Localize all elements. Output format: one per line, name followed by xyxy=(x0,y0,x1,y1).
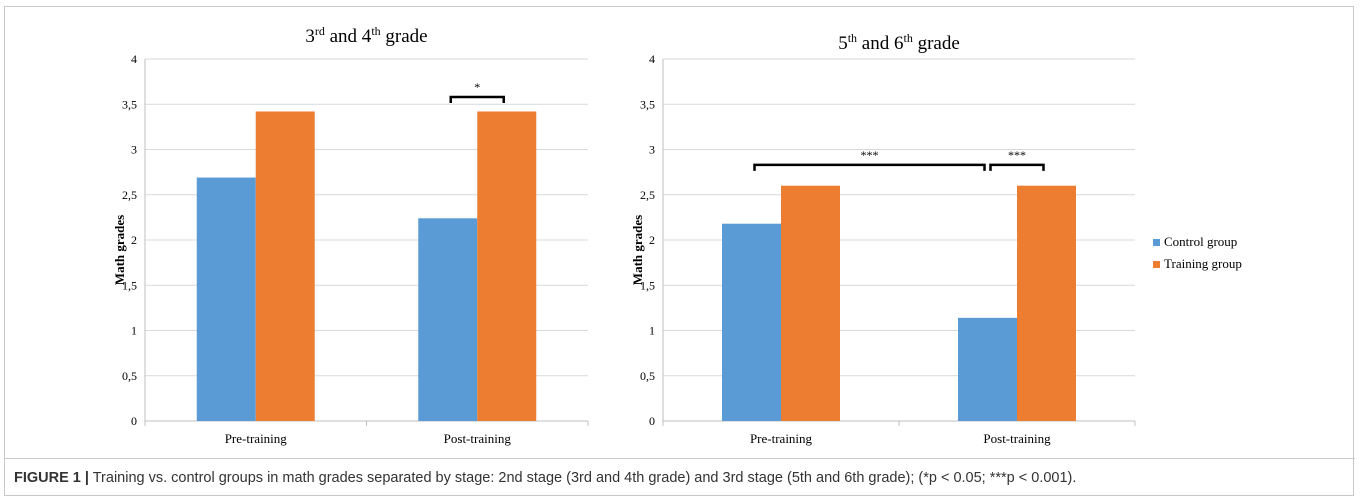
title-superscript: th xyxy=(903,31,912,45)
chart1-y-tick-label: 3 xyxy=(131,143,137,157)
chart2-bar-control-pre xyxy=(722,223,781,421)
chart1-significance-label: * xyxy=(474,80,480,94)
chart2-y-tick-label: 4 xyxy=(649,52,655,66)
chart1-bar-control-pre xyxy=(196,177,256,421)
figure-charts: 0 0,5 1 1,5 2 2,5 3 3,5 4 Pre-training Post-traini… xyxy=(112,24,1136,446)
chart1-y-tick-label: 4 xyxy=(131,52,137,66)
title-part: grade xyxy=(381,26,428,47)
figure-caption: FIGURE 1 | Training vs. control groups i… xyxy=(5,458,1355,496)
chart1-bar-control-post xyxy=(418,218,478,421)
legend-label-training: Training group xyxy=(1164,256,1242,271)
chart2-x-tick-label: Pre-training xyxy=(750,431,813,446)
chart2-significance-bracket xyxy=(753,163,986,171)
title-part: and 4 xyxy=(325,26,372,47)
chart1-title: 3rd and 4th grade xyxy=(305,24,427,47)
caption-label: FIGURE 1 | xyxy=(14,470,89,486)
legend-swatch-control xyxy=(1153,238,1160,246)
chart1-significance-bracket xyxy=(449,95,505,104)
chart2-y-tick-label: 3 xyxy=(649,143,655,157)
title-part: 5 xyxy=(838,33,848,54)
title-superscript: th xyxy=(848,31,857,45)
chart2-y-tick-label: 0,5 xyxy=(640,369,655,383)
legend: Control group Training group xyxy=(1153,231,1293,275)
title-superscript: th xyxy=(371,24,380,38)
chart2-bar-training-pre xyxy=(781,185,840,421)
chart1-y-tick-label: 1 xyxy=(131,324,137,338)
chart1-y-axis-label: Math grades xyxy=(112,215,127,285)
chart1-y-tick-label: 0 xyxy=(131,414,137,428)
title-superscript: rd xyxy=(315,24,325,38)
caption-text: Training vs. control groups in math grad… xyxy=(88,470,1077,486)
legend-swatch-training xyxy=(1153,260,1160,268)
legend-label-control: Control group xyxy=(1164,234,1238,249)
chart2-x-tick-label: Post-training xyxy=(983,431,1051,446)
title-part: grade xyxy=(913,33,960,54)
legend-item-control: Control group xyxy=(1153,231,1293,253)
legend-item-training: Training group xyxy=(1153,253,1293,275)
chart1-y-tick-label: 0,5 xyxy=(122,369,137,383)
chart1-y-tick-label: 3,5 xyxy=(122,97,137,111)
chart1-bar-training-post xyxy=(477,111,537,422)
chart1-x-tick-label: Post-training xyxy=(444,431,512,446)
chart1-x-tick-label: Pre-training xyxy=(225,431,288,446)
chart2-significance-label: *** xyxy=(1008,148,1026,162)
chart1-y-tick-label: 2,5 xyxy=(122,188,137,202)
chart1-bar-training-pre xyxy=(255,111,315,422)
chart2-y-tick-label: 2 xyxy=(649,233,655,247)
figure-frame: 0 0,5 1 1,5 2 2,5 3 3,5 4 Pre-training Post-traini… xyxy=(4,6,1355,496)
chart2-title: 5th and 6th grade xyxy=(838,31,960,54)
title-part: and 6 xyxy=(857,33,903,54)
chart2-y-tick-label: 3,5 xyxy=(640,97,655,111)
chart2-y-tick-label: 2,5 xyxy=(640,188,655,202)
chart2-significance-bracket xyxy=(989,163,1045,171)
title-part: 3 xyxy=(305,26,315,47)
chart2-y-tick-label: 1,5 xyxy=(640,278,655,292)
chart2-significance-label: *** xyxy=(861,148,879,162)
chart2-bar-training-post xyxy=(1017,185,1076,421)
chart1-y-tick-label: 2 xyxy=(131,233,137,247)
chart2-y-axis-label: Math grades xyxy=(630,215,645,285)
chart2-y-tick-label: 1 xyxy=(649,324,655,338)
chart1-y-tick-label: 1,5 xyxy=(122,278,137,292)
chart2-bar-control-post xyxy=(958,317,1017,421)
chart2-y-tick-label: 0 xyxy=(649,414,655,428)
